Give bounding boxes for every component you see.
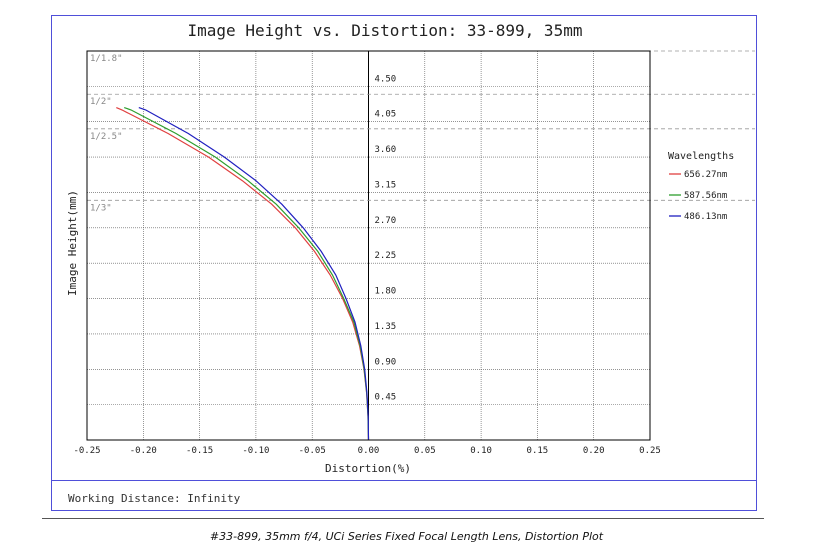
x-tick-label: 0.00 [358, 446, 380, 456]
y-tick-label: 3.60 [375, 145, 397, 155]
legend-entry: 587.56nm [684, 191, 727, 201]
x-tick-label: -0.10 [242, 446, 269, 456]
x-tick-label: 0.25 [639, 446, 661, 456]
legend-entry: 656.27nm [684, 170, 727, 180]
y-tick-label: 1.80 [375, 287, 397, 297]
x-tick-label: -0.25 [73, 446, 100, 456]
series-line-656.27nm [116, 107, 370, 441]
series-line-486.13nm [138, 107, 370, 441]
y-tick-label: 4.05 [375, 110, 397, 120]
y-tick-label: 3.15 [375, 180, 397, 190]
sensor-format-label: 1/1.8" [90, 54, 123, 64]
y-tick-label: 0.45 [375, 393, 397, 403]
legend-title: Wavelengths [668, 151, 734, 162]
x-tick-label: -0.15 [186, 446, 213, 456]
plot-area-border [86, 50, 651, 441]
x-tick-label: -0.20 [130, 446, 157, 456]
series-line-587.56nm [124, 107, 370, 441]
working-distance-label: Working Distance: Infinity [68, 492, 241, 505]
sensor-format-label: 1/2.5" [90, 132, 123, 142]
caption-rule [42, 518, 764, 519]
y-tick-label: 0.90 [375, 357, 397, 367]
x-tick-label: 0.10 [470, 446, 492, 456]
footer-divider [51, 480, 757, 481]
legend-entry: 486.13nm [684, 212, 727, 222]
y-axis-label: Image Height(mm) [66, 190, 79, 296]
sensor-format-label: 1/2" [90, 97, 112, 107]
x-tick-label: 0.15 [527, 446, 549, 456]
sensor-format-label: 1/3" [90, 203, 112, 213]
y-tick-label: 2.25 [375, 251, 397, 261]
y-tick-label: 4.50 [375, 74, 397, 84]
x-tick-label: -0.05 [299, 446, 326, 456]
figure-caption: #33-899, 35mm f/4, UCi Series Fixed Foca… [209, 530, 604, 543]
distortion-chart: Image Height vs. Distortion: 33-899, 35m… [66, 21, 755, 475]
y-tick-label: 1.35 [375, 322, 397, 332]
chart-title: Image Height vs. Distortion: 33-899, 35m… [188, 21, 583, 40]
x-tick-label: 0.05 [414, 446, 436, 456]
x-axis-label: Distortion(%) [325, 462, 411, 475]
y-tick-label: 2.70 [375, 216, 397, 226]
x-tick-label: 0.20 [583, 446, 605, 456]
